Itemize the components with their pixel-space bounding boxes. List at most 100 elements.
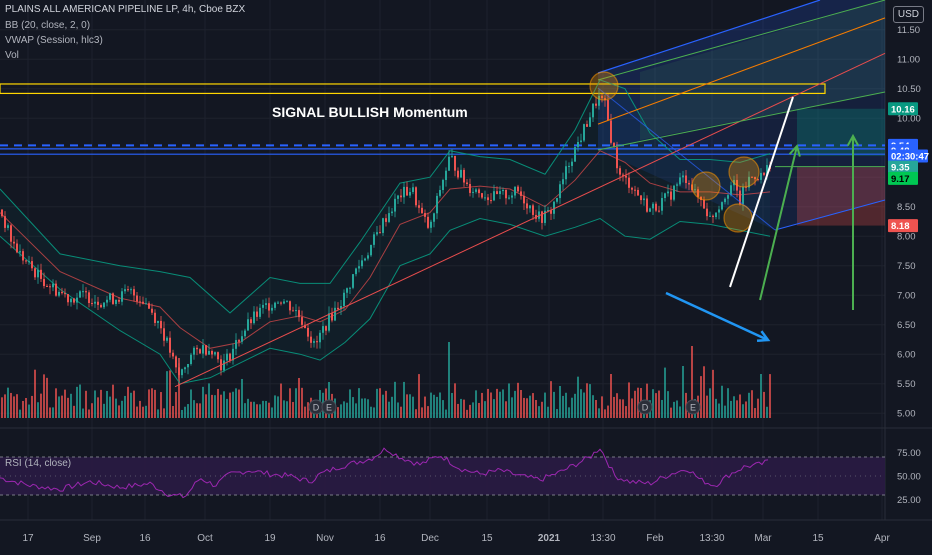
volume-bar — [631, 398, 633, 418]
blue-arrow — [665, 291, 769, 342]
volume-bar — [496, 388, 498, 418]
candle-body — [529, 205, 531, 209]
candle-body — [703, 199, 705, 209]
candle-body — [700, 196, 702, 200]
candle-body — [436, 195, 438, 214]
candle-body — [379, 232, 381, 234]
volume-bar — [340, 404, 342, 418]
volume-bar — [73, 405, 75, 418]
candle-body — [715, 212, 717, 218]
candle-body — [226, 353, 228, 361]
volume-bar — [253, 401, 255, 418]
volume-bar — [430, 392, 432, 418]
candle-body — [391, 211, 393, 214]
volume-bar — [286, 401, 288, 418]
volume-bar — [229, 392, 231, 418]
candle-body — [676, 184, 678, 186]
candle-body — [541, 211, 543, 223]
candle-body — [307, 327, 309, 337]
volume-bar — [712, 369, 714, 418]
earnings-marker-label: E — [326, 403, 332, 413]
candle-body — [124, 289, 126, 292]
volume-bar — [766, 406, 768, 418]
candle-body — [577, 141, 579, 148]
volume-bar — [190, 389, 192, 418]
bb-upper — [0, 79, 771, 314]
candle-body — [463, 169, 465, 183]
drawings-under — [0, 0, 885, 230]
candle-body — [559, 184, 561, 199]
volume-bar — [262, 400, 264, 418]
candle-body — [712, 215, 714, 218]
candle-body — [151, 308, 153, 313]
candle-body — [721, 202, 723, 210]
candle-body — [241, 336, 243, 342]
vwap-legend[interactable]: VWAP (Session, hlc3) — [5, 35, 103, 46]
rsi-band — [0, 457, 885, 495]
candle-body — [112, 293, 114, 304]
time-tick-label: Mar — [754, 533, 772, 544]
candle-body — [121, 291, 123, 302]
volume-bar — [76, 386, 78, 418]
volume-bar — [202, 386, 204, 418]
bb-lower — [0, 217, 771, 385]
volume-bar — [661, 399, 663, 418]
earnings-marker-label: D — [313, 403, 320, 413]
pitchfork-lower-zone — [598, 92, 885, 230]
bb-legend[interactable]: BB (20, close, 2, 0) — [5, 20, 91, 31]
volume-bar — [349, 389, 351, 418]
rsi-tick-label: 50.00 — [897, 472, 921, 483]
volume-bar — [589, 384, 591, 418]
time-tick-label: 17 — [22, 533, 34, 544]
volume-bar — [679, 406, 681, 418]
volume-bar — [412, 396, 414, 418]
volume-bar — [277, 396, 279, 418]
volume-bar — [382, 394, 384, 418]
candle-body — [409, 192, 411, 196]
volume-bar — [184, 406, 186, 418]
candle-body — [439, 190, 441, 196]
volume-bar — [274, 395, 276, 418]
volume-bar — [379, 388, 381, 418]
stop-zone — [797, 167, 885, 226]
volume-bar — [469, 404, 471, 418]
volume-bar — [409, 394, 411, 418]
time-tick-label: 19 — [264, 533, 276, 544]
candle-body — [457, 170, 459, 178]
candle-body — [760, 172, 762, 180]
candle-body — [595, 103, 597, 106]
price-tag-bg — [888, 171, 918, 185]
candle-body — [445, 170, 447, 180]
volume-bar — [418, 374, 420, 418]
candle-body — [34, 268, 36, 278]
pitchfork-green-zone — [640, 0, 885, 140]
rsi-legend[interactable]: RSI (14, close) — [5, 458, 72, 469]
candle-body — [334, 307, 336, 321]
volume-bar — [400, 406, 402, 418]
currency-button[interactable]: USD — [892, 6, 924, 23]
candle-body — [61, 291, 63, 294]
candle-body — [619, 168, 621, 175]
candle-body — [331, 313, 333, 321]
candle-body — [520, 191, 522, 196]
candle-body — [127, 289, 129, 291]
candle-body — [313, 341, 315, 343]
volume-bar — [637, 387, 639, 418]
candle-body — [340, 306, 342, 310]
candle-body — [475, 189, 477, 192]
volume-bar — [562, 395, 564, 418]
volume-bar — [265, 400, 267, 418]
candle-body — [574, 147, 576, 162]
candle-body — [622, 174, 624, 176]
candle-body — [601, 95, 603, 99]
price-tick-label: 5.50 — [897, 379, 916, 390]
annotation-text: SIGNAL BULLISH Momentum — [272, 104, 468, 120]
volume-legend[interactable]: Vol — [5, 50, 19, 61]
candle-body — [337, 307, 339, 310]
price-tag-label: 10.16 — [891, 104, 915, 115]
volume-bar — [598, 408, 600, 418]
candle-body — [139, 301, 141, 303]
candle-body — [481, 193, 483, 198]
